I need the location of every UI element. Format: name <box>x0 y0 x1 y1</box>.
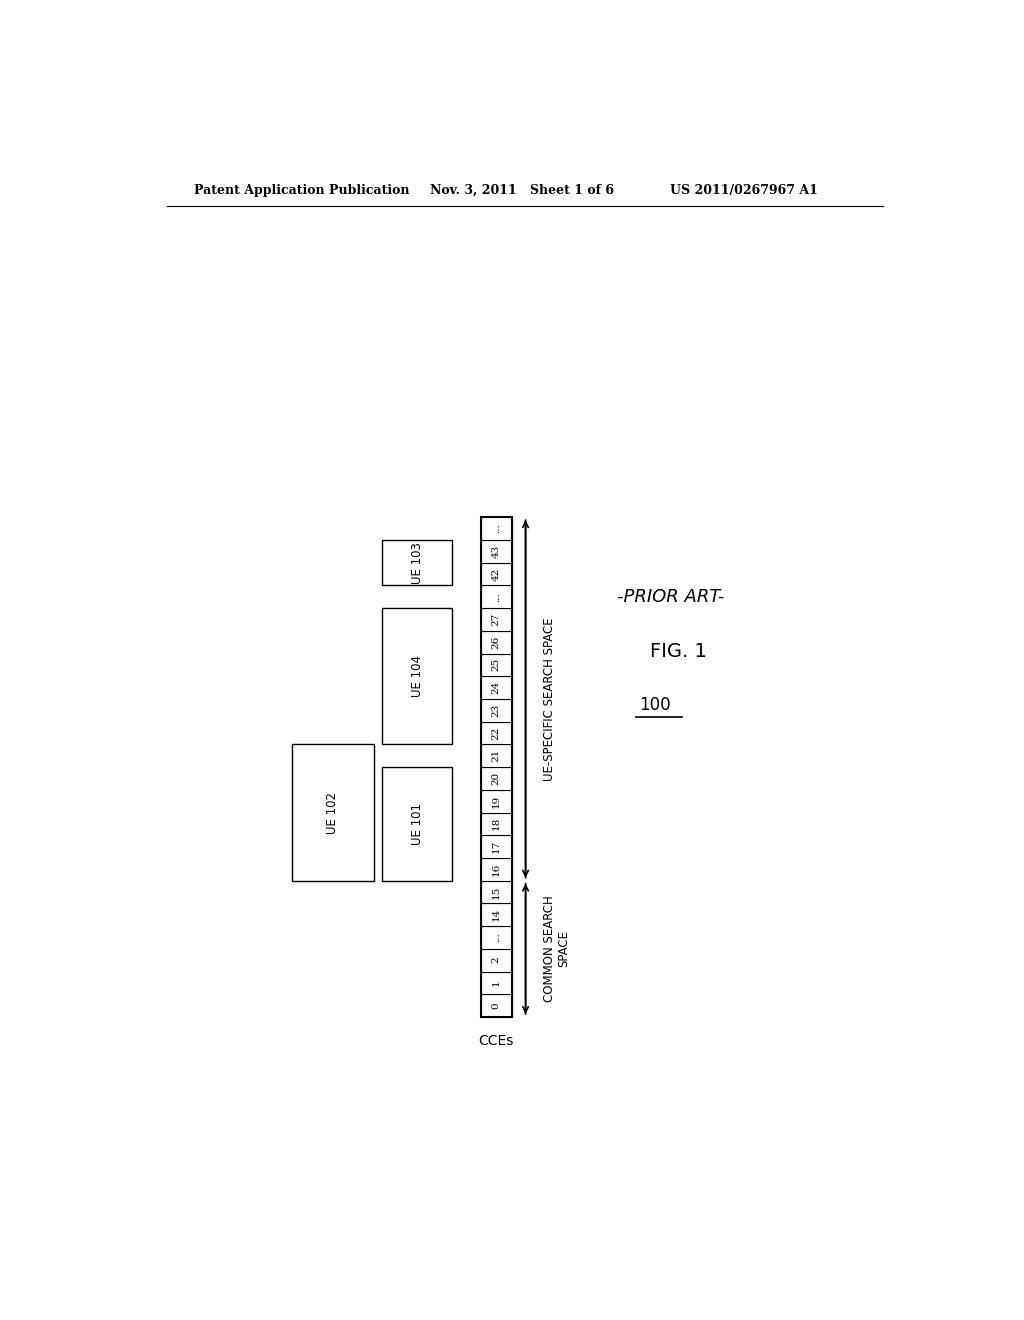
Bar <box>480 585 512 609</box>
Text: UE-SPECIFIC SEARCH SPACE: UE-SPECIFIC SEARCH SPACE <box>543 618 556 780</box>
Text: COMMON SEARCH
SPACE: COMMON SEARCH SPACE <box>543 895 570 1002</box>
Text: 23: 23 <box>492 704 501 717</box>
Bar <box>480 517 512 1016</box>
Bar <box>480 903 512 927</box>
Bar <box>480 722 512 744</box>
Bar <box>480 744 512 767</box>
Text: 17: 17 <box>492 840 501 853</box>
Text: UE 103: UE 103 <box>411 541 424 583</box>
Text: CCEs: CCEs <box>478 1034 514 1048</box>
Text: 14: 14 <box>492 908 501 921</box>
Bar <box>480 631 512 653</box>
Text: Nov. 3, 2011   Sheet 1 of 6: Nov. 3, 2011 Sheet 1 of 6 <box>430 185 614 197</box>
Text: UE 104: UE 104 <box>411 655 424 697</box>
Bar <box>480 927 512 949</box>
Bar <box>480 858 512 880</box>
Bar <box>480 836 512 858</box>
Text: 24: 24 <box>492 681 501 694</box>
Text: 21: 21 <box>492 750 501 763</box>
Bar <box>480 972 512 994</box>
Bar <box>480 949 512 972</box>
Text: 27: 27 <box>492 612 501 626</box>
Text: 16: 16 <box>492 863 501 876</box>
Text: ...: ... <box>492 932 501 942</box>
Bar <box>480 813 512 836</box>
Text: ...: ... <box>492 524 501 533</box>
Text: UE 101: UE 101 <box>411 803 424 845</box>
Text: 20: 20 <box>492 772 501 785</box>
Text: 19: 19 <box>492 795 501 808</box>
Bar <box>480 676 512 700</box>
Text: -PRIOR ART-: -PRIOR ART- <box>616 589 724 606</box>
Text: US 2011/0267967 A1: US 2011/0267967 A1 <box>671 185 818 197</box>
Bar <box>382 767 452 880</box>
Text: 1: 1 <box>492 979 501 986</box>
Bar <box>480 562 512 585</box>
Bar <box>480 789 512 813</box>
Text: ...: ... <box>492 591 501 602</box>
Bar <box>480 994 512 1016</box>
Bar <box>480 880 512 903</box>
Text: 2: 2 <box>492 957 501 964</box>
Bar <box>292 744 374 880</box>
Text: UE 102: UE 102 <box>327 792 340 833</box>
Text: 43: 43 <box>492 545 501 558</box>
Bar <box>480 700 512 722</box>
Text: FIG. 1: FIG. 1 <box>650 642 707 661</box>
Text: 25: 25 <box>492 659 501 672</box>
Text: 100: 100 <box>639 696 671 714</box>
Text: 22: 22 <box>492 726 501 739</box>
Bar <box>480 517 512 540</box>
Bar <box>382 540 452 585</box>
Text: 18: 18 <box>492 817 501 830</box>
Text: 15: 15 <box>492 886 501 899</box>
Text: 42: 42 <box>492 568 501 581</box>
Bar <box>382 609 452 744</box>
Text: 26: 26 <box>492 635 501 648</box>
Bar <box>480 609 512 631</box>
Text: 0: 0 <box>492 1002 501 1008</box>
Bar <box>480 767 512 789</box>
Text: Patent Application Publication: Patent Application Publication <box>194 185 410 197</box>
Bar <box>480 653 512 676</box>
Bar <box>480 540 512 562</box>
